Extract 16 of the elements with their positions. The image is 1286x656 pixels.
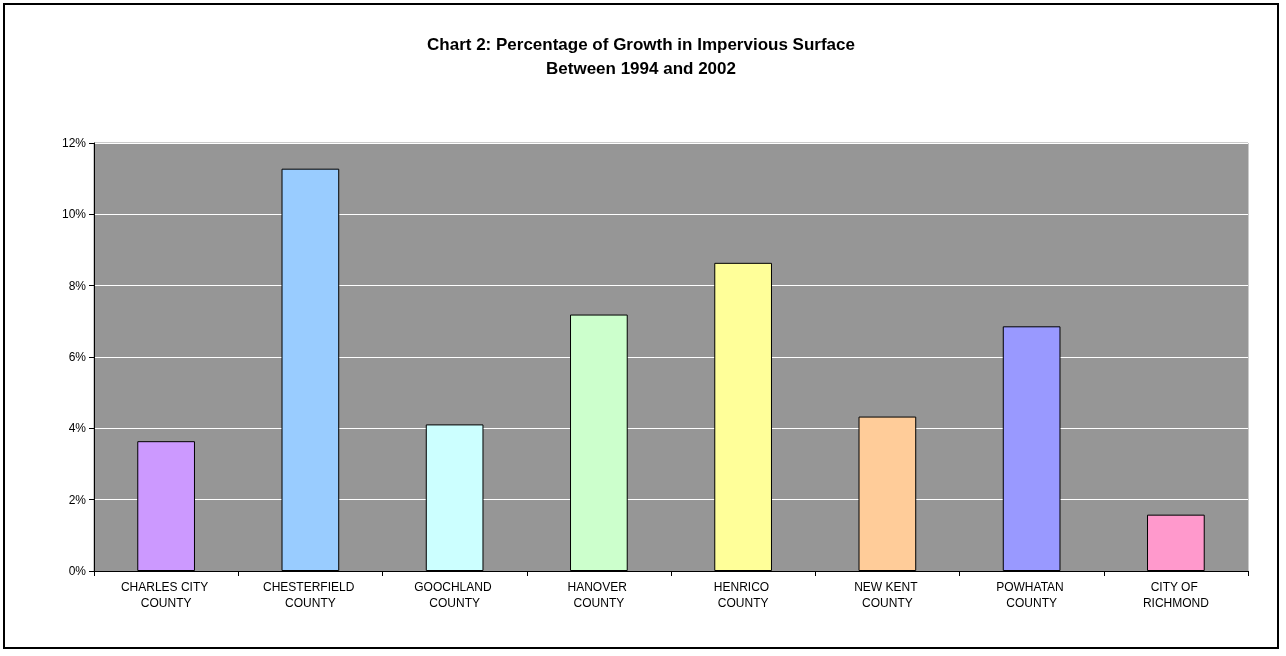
y-tick-label: 8% xyxy=(68,278,87,293)
y-tick-label: 0% xyxy=(68,564,87,578)
y-tick-label: 4% xyxy=(68,421,87,436)
y-tick-label: 12% xyxy=(61,136,87,150)
x-tick-label: HANOVER COUNTY xyxy=(567,580,631,610)
x-tick-label: NEW KENT COUNTY xyxy=(854,580,921,610)
x-tick-label: HENRICO COUNTY xyxy=(713,580,773,610)
y-tick-label: 2% xyxy=(68,492,87,507)
chart-title: Chart 2: Percentage of Growth in Impervious Surface Between 1994 and 2002 xyxy=(427,34,855,78)
y-tick-label: 6% xyxy=(68,350,87,364)
x-tick-label: GOOCHLAND COUNTY xyxy=(414,580,495,610)
x-tick-label: CITY OF RICHMOND xyxy=(1142,580,1210,610)
x-tick-label: CHESTERFIELD COUNTY xyxy=(263,580,358,610)
x-tick-label: CHARLES CITY COUNTY xyxy=(120,580,212,610)
y-tick-label: 10% xyxy=(61,207,87,222)
x-tick-label: POWHATAN COUNTY xyxy=(996,580,1068,610)
